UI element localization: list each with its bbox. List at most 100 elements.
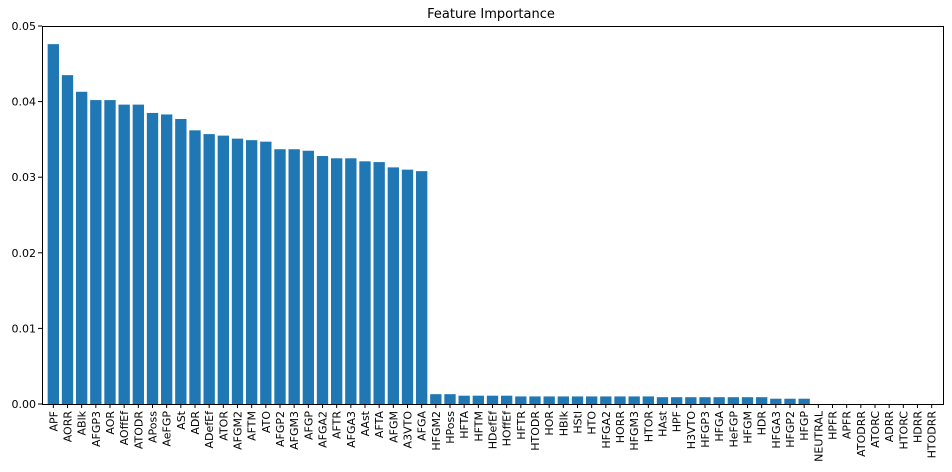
bar-HFTM: [472, 395, 484, 404]
bar-AFGA: [416, 171, 428, 404]
x-tick-label: HFGM3: [628, 411, 641, 451]
bar-HFGM: [741, 397, 754, 404]
x-tick-label: HFTR: [515, 411, 528, 440]
bar-APF: [47, 44, 59, 404]
bar-ATO: [260, 141, 272, 404]
x-tick-label: HAst: [657, 410, 670, 437]
y-tick-label: 0.00: [12, 398, 37, 411]
x-tick-label: HPF: [671, 411, 684, 432]
bar-AFTA: [373, 162, 385, 404]
x-tick-label: AFGP3: [90, 411, 103, 447]
bar-HFTR: [515, 396, 527, 404]
y-axis: 0.00 0.01 0.02 0.03 0.04 0.05: [12, 20, 42, 411]
x-tick-label: AAst: [359, 410, 372, 436]
x-tick-label: HTO: [586, 411, 599, 435]
bar-HAst: [656, 397, 669, 404]
bar-AAst: [359, 161, 371, 404]
x-tick-label: AOR: [104, 411, 117, 435]
bar-AeFGP: [161, 114, 173, 405]
bar-AFTM: [246, 140, 258, 404]
bar-HORR: [614, 396, 626, 404]
x-tick-label: ADefEf: [203, 410, 216, 449]
bar-HOffEf: [501, 395, 513, 404]
x-tick-label: ADR: [189, 411, 202, 435]
bar-HFGP3: [699, 397, 711, 404]
bar-ATOR: [217, 135, 229, 404]
bar-HStl: [571, 396, 584, 404]
bar-ADR: [189, 130, 201, 404]
bar-H3VTO: [685, 397, 697, 404]
x-tick-label: AFGA: [416, 411, 429, 441]
x-tick-label: HeFGP: [727, 411, 740, 448]
x-tick-label: APF: [47, 411, 60, 432]
x-tick-label: AOffEf: [118, 410, 131, 446]
y-tick-label: 0.04: [12, 96, 37, 109]
plot-frame: [42, 26, 944, 405]
bar-AFGA2: [316, 156, 329, 404]
x-tick-label: HStl: [572, 411, 585, 434]
x-tick-label: HOR: [543, 411, 556, 436]
bar-AOR: [104, 100, 116, 404]
bar-ATODR: [132, 104, 144, 405]
bar-AFGM2: [231, 138, 244, 405]
x-tick-label: NEUTRAL: [812, 410, 825, 462]
bar-HBlk: [557, 396, 569, 404]
bar-HDefEf: [486, 395, 499, 404]
x-tick-label: AFTA: [373, 411, 386, 439]
x-tick-label: HOffEf: [501, 410, 514, 446]
x-tick-label: AFGM2: [232, 411, 245, 450]
bar-HTODR: [529, 396, 541, 404]
bar-ADefEf: [203, 134, 215, 404]
x-tick-label: HTODR: [529, 411, 542, 451]
y-tick-label: 0.05: [12, 20, 37, 33]
y-tick-label: 0.01: [12, 322, 37, 335]
bar-HTOR: [642, 396, 654, 404]
x-tick-label: ASt: [175, 410, 188, 430]
bar-ASt: [175, 118, 187, 404]
x-tick-label: HDRR: [912, 411, 925, 443]
bar-HFGA2: [600, 396, 612, 404]
bar-HTO: [586, 396, 598, 404]
bar-AFGP: [302, 150, 314, 404]
x-tick-label: HTOR: [642, 411, 655, 443]
x-tick-label: HTORC: [897, 411, 910, 450]
bar-HPoss: [444, 394, 456, 404]
x-tick-label: HBlk: [557, 410, 570, 436]
bar-APoss: [146, 112, 159, 404]
x-tick-label: HFGP2: [784, 411, 797, 448]
x-tick-label: HDefEf: [487, 410, 500, 449]
bars-group: [47, 44, 810, 405]
x-tick-label: HFGM: [742, 411, 755, 444]
x-tick-label: ATO: [260, 411, 273, 433]
x-tick-label: ATOR: [217, 411, 230, 441]
x-tick-label: HFGA3: [770, 411, 783, 449]
bar-HFGP: [798, 398, 810, 404]
x-tick-label: HFTA: [458, 411, 471, 439]
chart-title: Feature Importance: [427, 7, 555, 22]
bar-HOR: [543, 396, 555, 404]
bar-HPF: [671, 397, 683, 404]
bar-HFGP2: [784, 398, 796, 404]
bar-HFGA3: [770, 398, 782, 404]
x-tick-label: HTODRR: [926, 411, 939, 459]
x-tick-label: HPFR: [827, 411, 840, 440]
x-tick-label: HORR: [614, 411, 627, 444]
x-tick-label: A3VTO: [402, 411, 415, 449]
x-tick-label: AFGA2: [317, 411, 330, 448]
x-tick-label: AFGM: [387, 411, 400, 443]
x-tick-label: HPoss: [444, 411, 457, 444]
x-tick-label: AFTR: [331, 411, 344, 439]
x-tick-label: ATODRR: [855, 411, 868, 457]
bar-HeFGP: [727, 397, 739, 404]
bar-AORR: [61, 75, 74, 404]
x-tick-label: H3VTO: [685, 411, 698, 450]
x-tick-label: HFGA2: [600, 411, 613, 449]
x-tick-label: ADRR: [883, 411, 896, 443]
x-tick-label: HFGA: [713, 411, 726, 442]
bar-HFGM2: [430, 394, 442, 404]
bar-AFGA3: [345, 158, 357, 404]
x-tick-label: HFGP3: [699, 411, 712, 448]
bar-HDR: [756, 397, 768, 404]
x-tick-label: ABlk: [76, 410, 89, 435]
bar-HFGA: [713, 397, 725, 404]
